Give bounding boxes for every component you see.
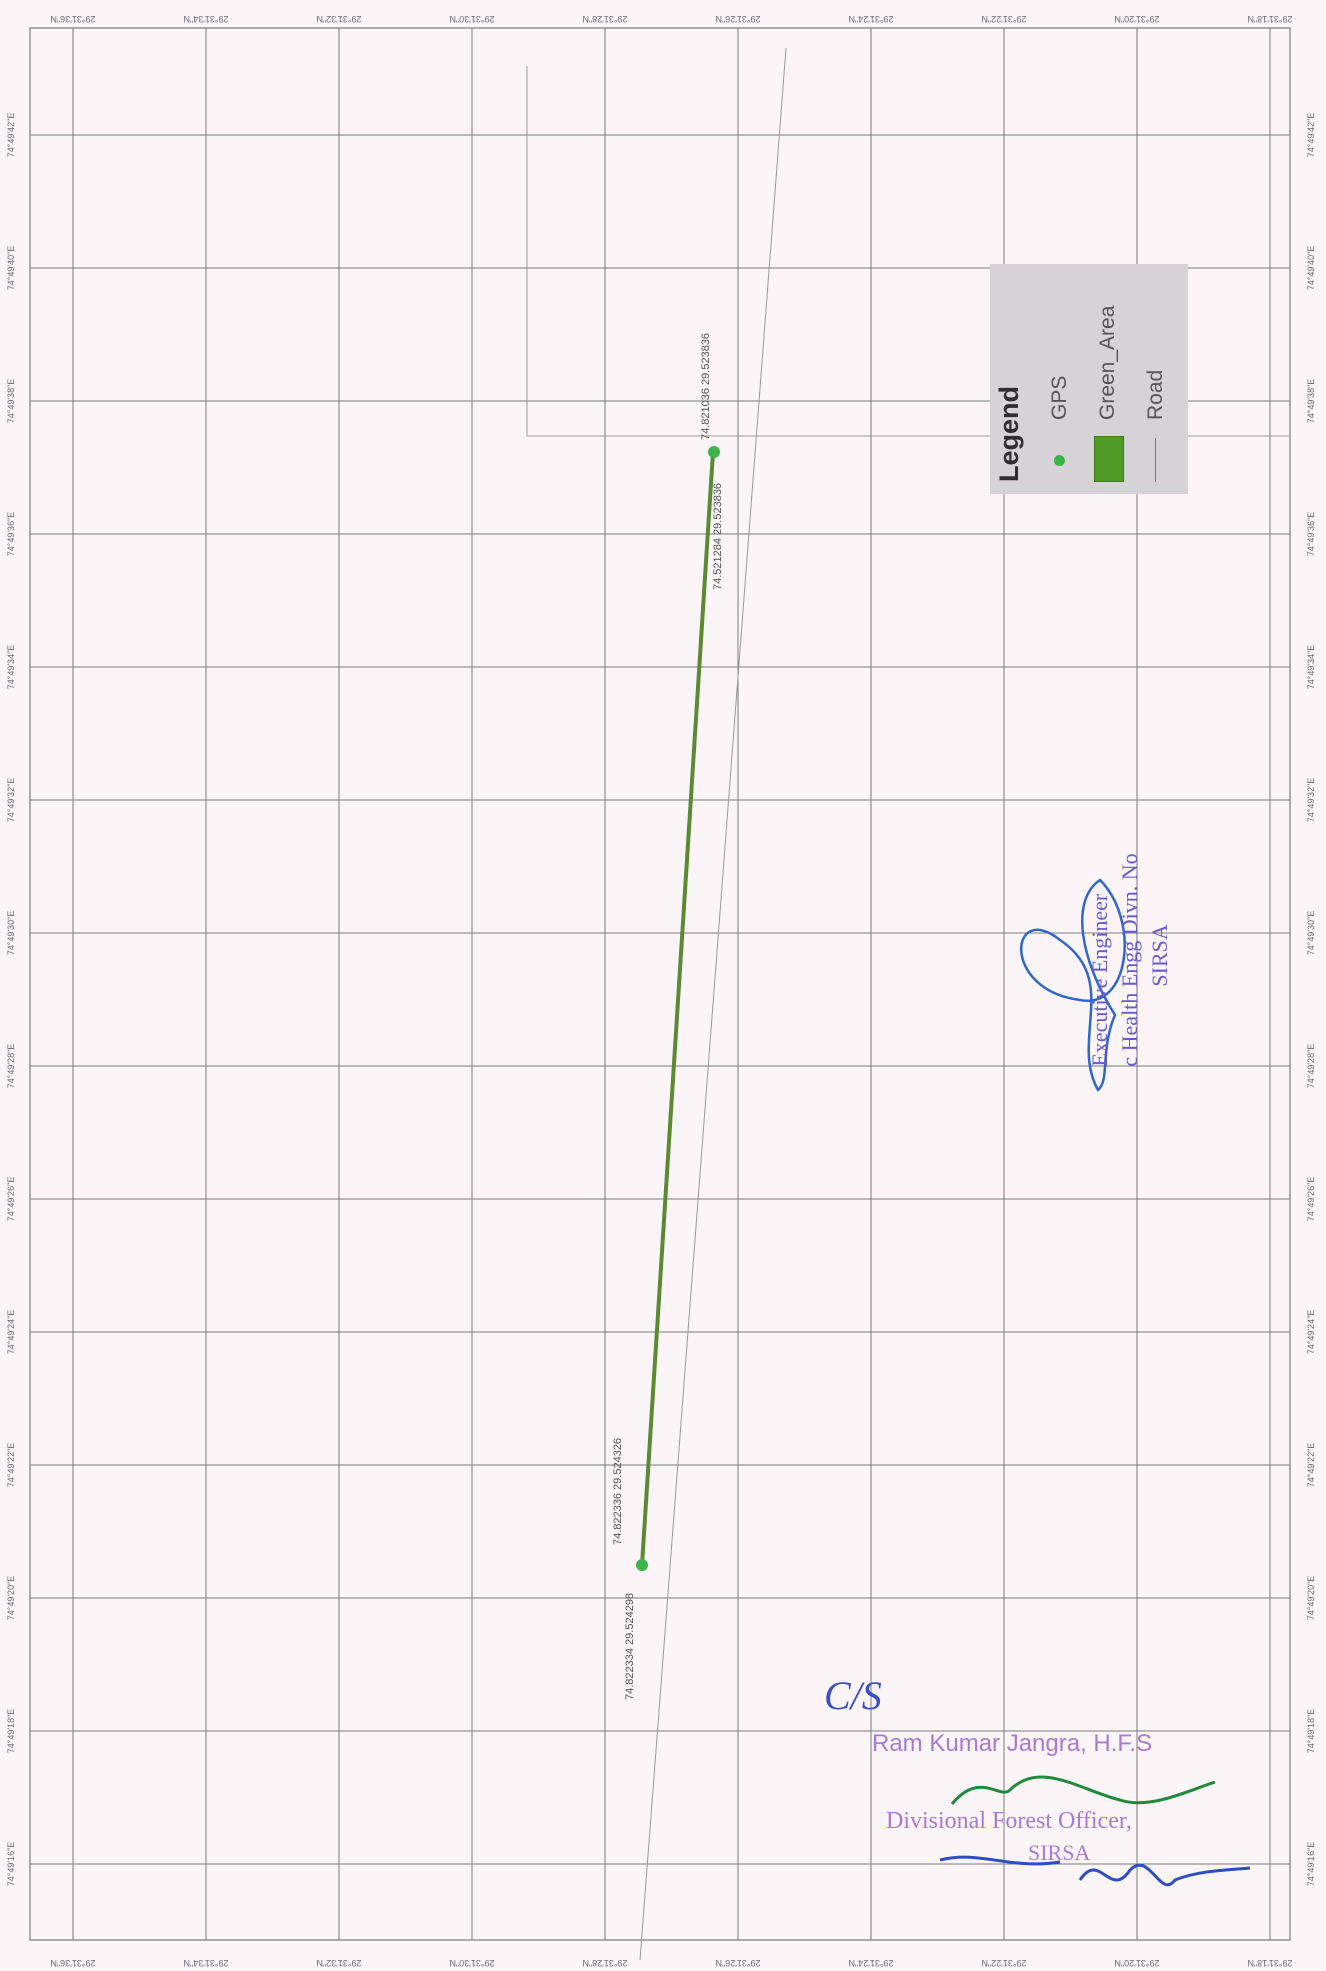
lon-label-right: 74°49'24"E (1306, 1310, 1316, 1355)
gps-point-south (636, 1559, 648, 1571)
lat-label-top: 29°31'34"N (183, 14, 228, 24)
dfo-stamp-name: Ram Kumar Jangra, H.F.S (872, 1730, 1153, 1757)
lat-label-bottom: 29°31'28"N (582, 1958, 627, 1968)
gps-point-icon (1046, 438, 1074, 482)
lon-label-left: 74°49'22"E (6, 1443, 16, 1488)
lon-label-right: 74°49'42"E (1306, 113, 1316, 158)
lon-label-left: 74°49'40"E (6, 246, 16, 291)
lat-label-top: 29°31'28"N (582, 14, 627, 24)
dfo-green-signature (950, 1775, 1216, 1805)
lon-label-right: 74°49'22"E (1306, 1443, 1316, 1488)
gps-point-north (708, 446, 720, 458)
legend-box: Legend GPS Green_Area Road (990, 264, 1188, 494)
legend-item-green-area: Green_Area (1088, 272, 1128, 482)
point-label-south-a: 74.822336 29.524326 (612, 1437, 624, 1545)
lon-label-right: 74°49'18"E (1306, 1709, 1316, 1754)
point-label-south-b: 74.822334 29.524298 (624, 1592, 636, 1700)
lon-label-right: 74°49'20"E (1306, 1576, 1316, 1621)
lon-label-left: 74°49'34"E (6, 645, 16, 690)
lon-label-left: 74°49'26"E (6, 1177, 16, 1222)
lat-label-bottom: 29°31'34"N (183, 1958, 228, 1968)
lat-label-top: 29°31'20"N (1114, 14, 1159, 24)
legend-label-gps: GPS (1048, 375, 1071, 420)
road-segment (640, 451, 715, 1566)
coordinate-labels: 29°31'36"N 29°31'34"N 29°31'32"N 29°31'30"N… (6, 14, 1316, 1968)
lon-label-left: 74°49'18"E (6, 1709, 16, 1754)
lon-label-right: 74°49'40"E (1306, 246, 1316, 291)
lat-label-top: 29°31'18"N (1247, 14, 1292, 24)
legend-label-road: Road (1144, 369, 1167, 420)
lat-label-bottom: 29°31'26"N (715, 1958, 760, 1968)
lon-label-left: 74°49'32"E (6, 778, 16, 823)
road-line-icon (1142, 438, 1170, 482)
legend-item-road: Road (1136, 272, 1176, 482)
green-area-swatch (1094, 436, 1124, 482)
dfo-stamp-place: SIRSA (1028, 1840, 1091, 1865)
lon-label-left: 74°49'16"E (6, 1842, 16, 1887)
lat-label-top: 29°31'36"N (50, 14, 95, 24)
lon-label-right: 74°49'26"E (1306, 1177, 1316, 1222)
lat-label-bottom: 29°31'30"N (449, 1958, 494, 1968)
lon-label-left: 74°49'38"E (6, 379, 16, 424)
lon-label-right: 74°49'16"E (1306, 1842, 1316, 1887)
legend-label-green-area: Green_Area (1096, 305, 1119, 420)
lon-label-right: 74°49'36"E (1306, 512, 1316, 557)
engineer-stamp-line2: c Health Engg Divn. No (1117, 853, 1142, 1067)
lon-label-right: 74°49'32"E (1306, 778, 1316, 823)
lat-label-top: 29°31'26"N (715, 14, 760, 24)
point-label-north-a: 74.821036 29.523836 (700, 332, 712, 440)
lon-label-left: 74°49'20"E (6, 1576, 16, 1621)
lon-label-right: 74°49'28"E (1306, 1044, 1316, 1089)
lat-label-bottom: 29°31'36"N (50, 1958, 95, 1968)
lat-label-bottom: 29°31'20"N (1114, 1958, 1159, 1968)
lon-label-left: 74°49'30"E (6, 911, 16, 956)
lat-label-top: 29°31'30"N (449, 14, 494, 24)
lon-label-left: 74°49'36"E (6, 512, 16, 557)
lat-label-top: 29°31'22"N (981, 14, 1026, 24)
lon-label-right: 74°49'38"E (1306, 379, 1316, 424)
lon-label-left: 74°49'24"E (6, 1310, 16, 1355)
lat-label-bottom: 29°31'24"N (848, 1958, 893, 1968)
faint-road-line (639, 47, 787, 1961)
lat-label-bottom: 29°31'18"N (1247, 1958, 1292, 1968)
point-label-north-b: 74.521284 29.523836 (712, 482, 724, 590)
lat-label-top: 29°31'24"N (848, 14, 893, 24)
lat-label-bottom: 29°31'22"N (981, 1958, 1026, 1968)
lat-label-bottom: 29°31'32"N (316, 1958, 361, 1968)
dfo-stamp-title: Divisional Forest Officer, (886, 1808, 1132, 1834)
lat-label-top: 29°31'32"N (316, 14, 361, 24)
engineer-stamp: Executive Engineer c Health Engg Divn. N… (1085, 853, 1175, 1066)
lon-label-left: 74°49'28"E (6, 1044, 16, 1089)
legend-item-gps: GPS (1040, 272, 1080, 482)
legend-content: Legend GPS Green_Area Road (990, 264, 1188, 494)
dfo-blue-signature (939, 1855, 1251, 1887)
legend-title: Legend (994, 385, 1024, 482)
lon-label-right: 74°49'34"E (1306, 645, 1316, 690)
engineer-stamp-line1: Executive Engineer (1087, 893, 1112, 1067)
engineer-signature (1020, 878, 1126, 1092)
lon-label-left: 74°49'42"E (6, 113, 16, 158)
lon-label-right: 74°49'30"E (1306, 911, 1316, 956)
map-frame (29, 27, 1291, 1941)
engineer-stamp-line3: SIRSA (1147, 924, 1172, 987)
cs-mark: C/S (824, 1673, 882, 1718)
